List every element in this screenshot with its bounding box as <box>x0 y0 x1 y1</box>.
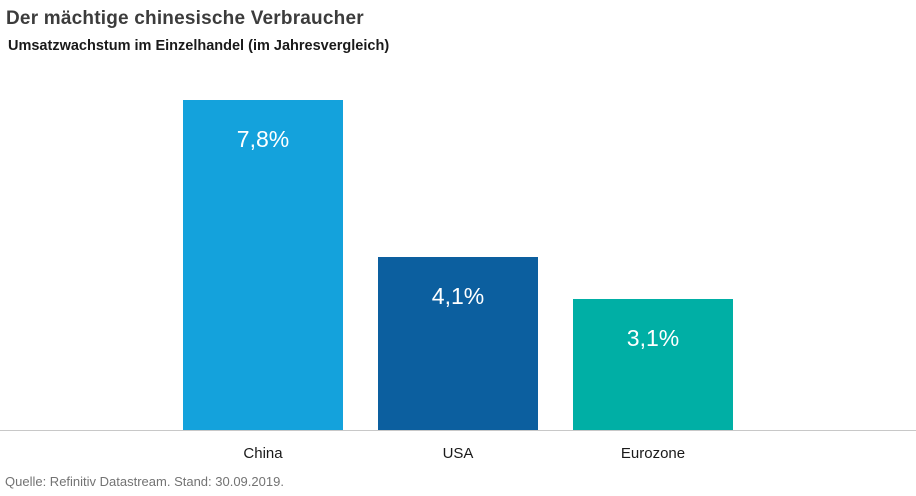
bar-value-label-eurozone: 3,1% <box>626 324 680 351</box>
page-title: Der mächtige chinesische Verbraucher <box>6 8 364 29</box>
category-label-china: China <box>243 445 283 462</box>
bar-value-label-usa: 4,1% <box>431 282 485 309</box>
source-note: Quelle: Refinitiv Datastream. Stand: 30.… <box>5 474 284 489</box>
category-label-eurozone: Eurozone <box>620 445 686 462</box>
bar-eurozone: 3,1% <box>573 298 733 430</box>
bar-group-eurozone: 3,1% Eurozone <box>573 100 733 462</box>
bar-usa: 4,1% <box>378 256 538 430</box>
bar-group-china: 7,8% China <box>183 100 343 462</box>
bar-china: 7,8% <box>183 100 343 430</box>
bar-value-label-china: 7,8% <box>236 126 290 152</box>
category-label-usa: USA <box>442 445 474 462</box>
chart-subtitle: Umsatzwachstum im Einzelhandel (im Jahre… <box>8 38 390 54</box>
bar-chart: 7,8% China 4,1% USA 3,1% Eurozone <box>0 100 916 462</box>
bar-group-usa: 4,1% USA <box>378 100 538 462</box>
